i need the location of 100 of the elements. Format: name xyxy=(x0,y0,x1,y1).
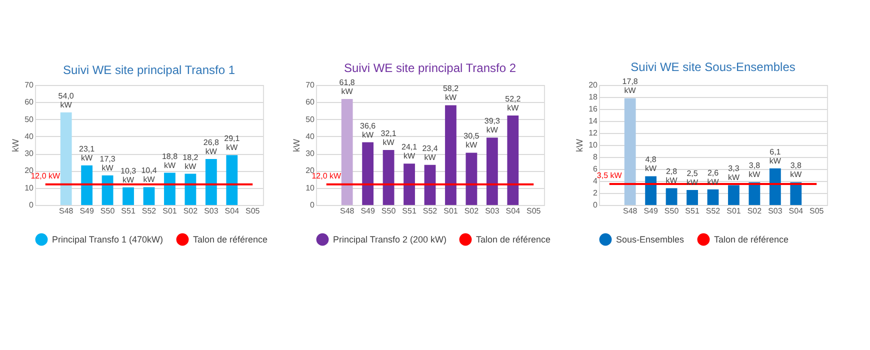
y-tick-label: 60 xyxy=(306,98,316,107)
y-tick-label: 14 xyxy=(588,116,598,126)
x-tick-label: S03 xyxy=(768,206,783,216)
bar xyxy=(184,174,196,205)
data-label: 58,2 kW xyxy=(442,84,460,102)
bar xyxy=(790,182,802,205)
x-tick-label: S02 xyxy=(464,206,480,216)
data-label: 52,2 kW xyxy=(505,94,522,113)
bar xyxy=(122,187,134,205)
x-tick-label: S05 xyxy=(810,206,824,216)
legend-label: Principal Transfo 2 (200 kW) xyxy=(333,234,447,245)
x-tick-label: S01 xyxy=(726,206,742,216)
data-label: 4,8 kW xyxy=(645,155,658,174)
bar xyxy=(382,150,394,205)
x-tick-label: S02 xyxy=(183,206,198,216)
data-label: 10,4 kW xyxy=(141,166,158,184)
x-tick-label: S52 xyxy=(706,206,721,216)
x-tick-label: S05 xyxy=(526,206,542,216)
data-label: 2,8 kW xyxy=(666,167,678,186)
bar xyxy=(645,176,657,205)
bar xyxy=(226,155,238,205)
data-label: 3,5 kW xyxy=(596,171,622,180)
y-tick-label: 10 xyxy=(24,183,34,192)
x-tick-label: S48 xyxy=(58,206,74,216)
x-tick-label: S51 xyxy=(402,206,417,216)
bar xyxy=(164,172,176,205)
y-tick-label: 70 xyxy=(24,80,34,90)
data-label: 23,4 kW xyxy=(422,144,438,162)
y-tick-label: 30 xyxy=(24,149,34,158)
x-tick-label: S01 xyxy=(162,206,178,216)
y-tick-label: 6 xyxy=(593,164,598,174)
bar xyxy=(341,99,353,205)
x-tick-label: S49 xyxy=(80,206,94,216)
bar xyxy=(404,164,415,205)
y-tick-label: 4 xyxy=(593,176,598,186)
x-tick-label: S03 xyxy=(485,206,500,216)
y-tick-label: 0 xyxy=(29,200,34,210)
y-tick-label: 2 xyxy=(593,188,598,198)
data-label: 6,1 kW xyxy=(769,147,782,166)
legend-label: Principal Transfo 1 (470kW) xyxy=(52,234,164,245)
bar xyxy=(205,159,217,205)
y-tick-label: 0 xyxy=(593,200,598,210)
data-label: 3,8 kW xyxy=(748,161,761,180)
data-label: 3,8 kW xyxy=(790,161,802,180)
y-axis-title: kW xyxy=(10,138,21,152)
x-tick-label: S04 xyxy=(506,206,521,216)
x-tick-label: S49 xyxy=(360,206,376,216)
bar xyxy=(60,112,72,205)
bar xyxy=(424,164,436,205)
y-tick-label: 50 xyxy=(24,114,34,124)
bar xyxy=(143,187,155,205)
bar xyxy=(707,189,719,205)
data-label: 26,8 kW xyxy=(203,138,220,156)
data-label: 23,1 kW xyxy=(79,144,96,162)
data-label: 30,5 kW xyxy=(464,132,480,150)
x-tick-label: S50 xyxy=(664,206,680,216)
legend-label: Sous-Ensembles xyxy=(616,234,685,245)
x-tick-label: S02 xyxy=(747,206,762,216)
data-label: 3,3 kW xyxy=(728,164,740,182)
x-tick-label: S52 xyxy=(142,206,157,216)
y-axis-title: kW xyxy=(574,138,585,152)
x-tick-label: S50 xyxy=(381,206,396,216)
data-label: 29,1 kW xyxy=(224,134,240,152)
data-label: 39,3 kW xyxy=(484,116,501,135)
x-tick-label: S48 xyxy=(622,206,638,216)
y-tick-label: 20 xyxy=(588,80,598,90)
y-tick-label: 40 xyxy=(306,132,316,141)
legend-label: Talon de référence xyxy=(476,234,551,245)
chart-title: Suivi WE site principal Transfo 2 xyxy=(344,61,516,76)
data-label: 61,8 kW xyxy=(339,78,356,96)
data-label: 32,1 kW xyxy=(380,128,397,147)
y-tick-label: 50 xyxy=(306,114,316,124)
bar xyxy=(769,168,781,205)
data-label: 36,6 kW xyxy=(360,121,376,140)
y-tick-label: 0 xyxy=(310,200,316,210)
chart-title: Suivi WE site principal Transfo 1 xyxy=(62,63,236,77)
bar xyxy=(666,188,678,205)
y-axis-title: kW xyxy=(292,138,302,152)
data-label: 18,8 kW xyxy=(162,152,178,170)
x-tick-label: S51 xyxy=(121,206,136,216)
data-label: 17,8 kW xyxy=(622,77,638,96)
y-tick-label: 60 xyxy=(24,98,34,107)
data-label: 18,2 kW xyxy=(182,152,199,171)
y-tick-label: 10 xyxy=(306,183,316,192)
x-tick-label: S04 xyxy=(788,206,804,216)
x-tick-label: S50 xyxy=(100,206,116,216)
x-tick-label: S05 xyxy=(246,206,260,216)
bar xyxy=(486,138,498,205)
y-tick-label: 8 xyxy=(593,152,598,162)
bar xyxy=(466,152,478,205)
data-label: 54,0 kW xyxy=(58,91,74,110)
bar xyxy=(624,98,636,205)
bar xyxy=(507,116,519,205)
y-tick-label: 12 xyxy=(588,128,598,138)
y-tick-label: 18 xyxy=(588,92,598,102)
data-label: 17,3 kW xyxy=(100,154,116,172)
legend-label: Talon de référence xyxy=(714,234,789,245)
y-tick-label: 40 xyxy=(24,132,34,141)
bar xyxy=(728,185,740,205)
x-tick-label: S03 xyxy=(204,206,219,216)
